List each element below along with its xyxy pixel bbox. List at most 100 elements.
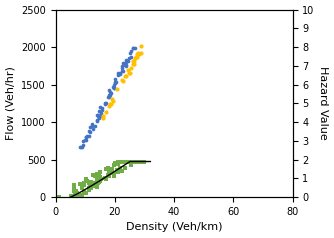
Point [110, 167, 115, 171]
Point [136, 51, 141, 55]
Point [94, 118, 100, 122]
Point [136, 160, 141, 164]
Point [87, 129, 92, 132]
Point [113, 161, 118, 165]
Point [107, 102, 112, 106]
Point [128, 71, 133, 74]
Point [96, 180, 101, 183]
Point [89, 123, 94, 126]
Point [73, 189, 79, 193]
Point [78, 145, 84, 149]
Point [131, 59, 136, 62]
Point [107, 89, 112, 92]
Point [77, 145, 82, 149]
Point [87, 185, 92, 189]
Point [115, 71, 120, 75]
Point [100, 114, 106, 118]
Point [80, 139, 86, 143]
Point [128, 50, 134, 53]
Point [103, 101, 109, 105]
Point [97, 174, 102, 178]
X-axis label: Density (Veh/km): Density (Veh/km) [126, 223, 222, 233]
Point [106, 104, 112, 108]
Point [134, 55, 139, 59]
Point [117, 166, 123, 170]
Point [89, 181, 94, 184]
Point [113, 161, 118, 165]
Point [95, 174, 101, 178]
Point [130, 46, 136, 50]
Point [94, 185, 99, 188]
Point [74, 191, 80, 195]
Point [96, 109, 101, 113]
Point [114, 168, 119, 172]
Point [81, 189, 86, 193]
Point [81, 183, 87, 186]
Point [111, 86, 116, 90]
Point [77, 194, 83, 198]
Point [92, 181, 98, 185]
Point [139, 44, 144, 47]
Point [123, 160, 129, 164]
Point [102, 101, 107, 105]
Point [119, 78, 125, 82]
Point [141, 160, 146, 164]
Point [122, 61, 128, 65]
Point [126, 160, 132, 164]
Point [130, 160, 135, 164]
Point [110, 99, 116, 103]
Point [109, 102, 114, 106]
Point [78, 194, 83, 198]
Point [92, 182, 97, 186]
Point [113, 82, 118, 85]
Point [125, 60, 130, 63]
Point [97, 170, 103, 174]
Point [84, 177, 89, 181]
Point [111, 83, 116, 87]
Point [83, 138, 88, 142]
Point [89, 124, 94, 128]
Point [69, 194, 74, 198]
Point [68, 195, 74, 198]
Point [123, 60, 128, 64]
Point [77, 195, 82, 199]
Point [92, 124, 97, 128]
Point [136, 52, 141, 56]
Point [108, 93, 113, 97]
Point [116, 74, 121, 77]
Point [88, 125, 93, 129]
Point [73, 190, 78, 194]
Point [105, 166, 110, 169]
Point [128, 160, 133, 164]
Point [99, 111, 104, 115]
Point [124, 64, 129, 67]
Point [119, 169, 125, 173]
Point [116, 160, 121, 164]
Point [113, 80, 118, 84]
Point [79, 145, 85, 149]
Point [115, 87, 120, 90]
Point [105, 174, 111, 177]
Point [97, 175, 103, 179]
Point [74, 194, 79, 198]
Point [119, 67, 125, 70]
Point [85, 179, 90, 183]
Point [98, 114, 103, 118]
Point [103, 177, 108, 181]
Point [112, 77, 117, 81]
Point [99, 177, 104, 181]
Point [123, 58, 129, 62]
Point [96, 114, 101, 117]
Point [132, 160, 137, 164]
Point [96, 116, 102, 120]
Point [87, 131, 93, 134]
Point [85, 134, 90, 138]
Point [90, 173, 96, 177]
Point [83, 191, 89, 195]
Point [111, 163, 117, 167]
Point [76, 192, 81, 196]
Point [134, 55, 139, 59]
Point [112, 174, 117, 178]
Point [141, 160, 147, 164]
Point [107, 174, 112, 178]
